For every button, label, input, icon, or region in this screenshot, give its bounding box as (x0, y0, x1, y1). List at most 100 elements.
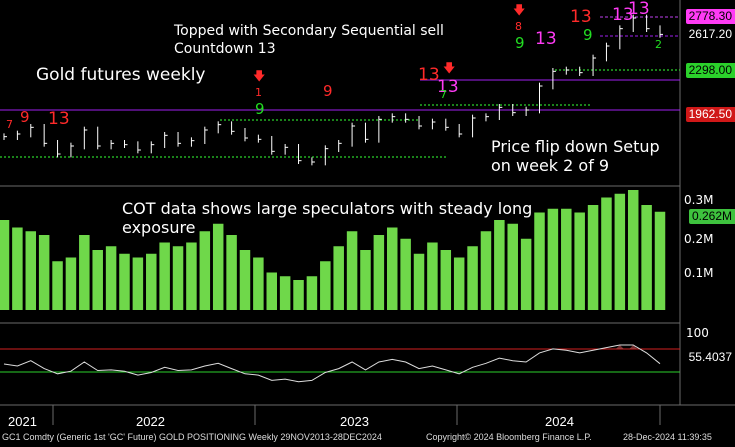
cot-bar (279, 276, 291, 310)
cot-bar (226, 235, 237, 310)
cot-bar (587, 205, 599, 310)
price-tag-resistance: 2778.30 (685, 9, 735, 24)
annotation-cot-line1: COT data shows large speculators with st… (122, 199, 533, 218)
footer-timestamp: 28-Dec-2024 11:39:35 (623, 432, 712, 442)
price-series (3, 14, 663, 166)
td-label: 13 (570, 7, 592, 27)
cot-bar (467, 246, 478, 310)
cot-bar (38, 235, 50, 310)
cot-bar (507, 223, 518, 310)
annotation-flip-line1: Price flip down Setup (491, 137, 660, 156)
cot-bar (105, 246, 117, 310)
year-label-2021: 2021 (8, 414, 37, 429)
cot-bar (119, 253, 130, 310)
cot-last-tag: 0.262M (688, 209, 735, 224)
cot-bar (25, 231, 37, 310)
cot-bar (12, 227, 23, 310)
cot-bar (293, 280, 304, 310)
oscillator-panel (0, 323, 681, 406)
footer-copyright: Copyright© 2024 Bloomberg Finance L.P. (426, 432, 592, 442)
td-label: 8 (515, 20, 522, 33)
cot-bar (346, 231, 358, 310)
cot-bar (494, 220, 505, 310)
price-tag-support: 2298.00 (685, 63, 735, 78)
osc-last-tag: 55.4037 (685, 350, 735, 365)
cot-bar (520, 238, 532, 310)
cot-bar (561, 208, 572, 310)
cot-bar (641, 205, 652, 310)
td-label: 13 (535, 29, 557, 49)
cot-bar (0, 220, 10, 310)
cot-bar (413, 253, 425, 310)
cot-bar (172, 246, 184, 310)
year-label-2022: 2022 (136, 414, 165, 429)
cot-bar (427, 242, 438, 310)
td-label: 2 (655, 38, 662, 51)
cot-tick-02: 0.2M (684, 232, 714, 246)
td-label: 13 (628, 0, 650, 19)
td-label: 13 (612, 5, 634, 25)
osc-line (3, 344, 661, 383)
cot-bars (0, 190, 666, 310)
down-arrows: 🡇 🡇 🡇 (253, 3, 525, 83)
svg-text:🡇: 🡇 (253, 69, 265, 83)
annotation-topped-line1: Topped with Secondary Sequential sell (174, 23, 444, 39)
cot-bar (146, 253, 157, 310)
td-label: 13 (418, 65, 440, 85)
annotation-gold-title: Gold futures weekly (36, 65, 206, 85)
cot-bar (186, 242, 197, 310)
cot-bar (614, 193, 626, 310)
cot-bar (79, 235, 90, 310)
cot-bar (266, 272, 278, 310)
cot-bar (400, 238, 411, 310)
cot-bar (627, 190, 639, 310)
cot-bar (373, 235, 385, 310)
svg-text:🡇: 🡇 (443, 61, 455, 75)
cot-bar (453, 257, 465, 310)
td-label: 13 (437, 77, 459, 97)
cot-bar (65, 257, 77, 310)
cot-bar (386, 227, 398, 310)
time-axis (0, 404, 735, 425)
osc-tick-100: 100 (686, 326, 709, 340)
cot-bar (574, 212, 585, 310)
cot-bar (52, 261, 63, 310)
cot-tick-01: 0.1M (684, 266, 714, 280)
td-label: 9 (323, 82, 333, 100)
year-label-2024: 2024 (545, 414, 574, 429)
price-tag-stop: 1962.50 (685, 107, 735, 122)
cot-bar (480, 231, 492, 310)
cot-tick-03: 0.3M (684, 193, 714, 207)
td-label: 1 (255, 86, 262, 99)
td-label: 9 (255, 100, 265, 118)
annotation-flip-line2: on week 2 of 9 (491, 156, 610, 175)
td-label: 7 (6, 118, 13, 131)
cot-bar (333, 246, 344, 310)
annotation-cot-line2: exposure (122, 218, 196, 237)
cot-bar (654, 211, 666, 310)
year-label-2023: 2023 (340, 414, 369, 429)
cot-bar (547, 208, 559, 310)
osc-overbought-fill (615, 345, 638, 349)
cot-bar (159, 242, 170, 310)
annotation-topped-line2: Countdown 13 (174, 41, 276, 57)
cot-bar (132, 257, 144, 310)
td-label: 13 (48, 109, 70, 129)
cot-bar (320, 261, 331, 310)
cot-bar (360, 250, 371, 310)
svg-text:🡇: 🡇 (513, 3, 525, 17)
cot-bar (212, 223, 224, 310)
cot-bar (199, 231, 211, 310)
cot-panel (0, 186, 681, 324)
cot-bar (601, 197, 612, 310)
cot-bar (306, 276, 318, 310)
td-label: 9 (515, 34, 525, 52)
cot-bar (440, 250, 452, 310)
cot-bar (92, 250, 103, 310)
price-tag-last: 2617.20 (685, 27, 735, 42)
footer-source: GC1 Comdty (Generic 1st 'GC' Future) GOL… (2, 432, 382, 442)
cot-bar (253, 257, 264, 310)
